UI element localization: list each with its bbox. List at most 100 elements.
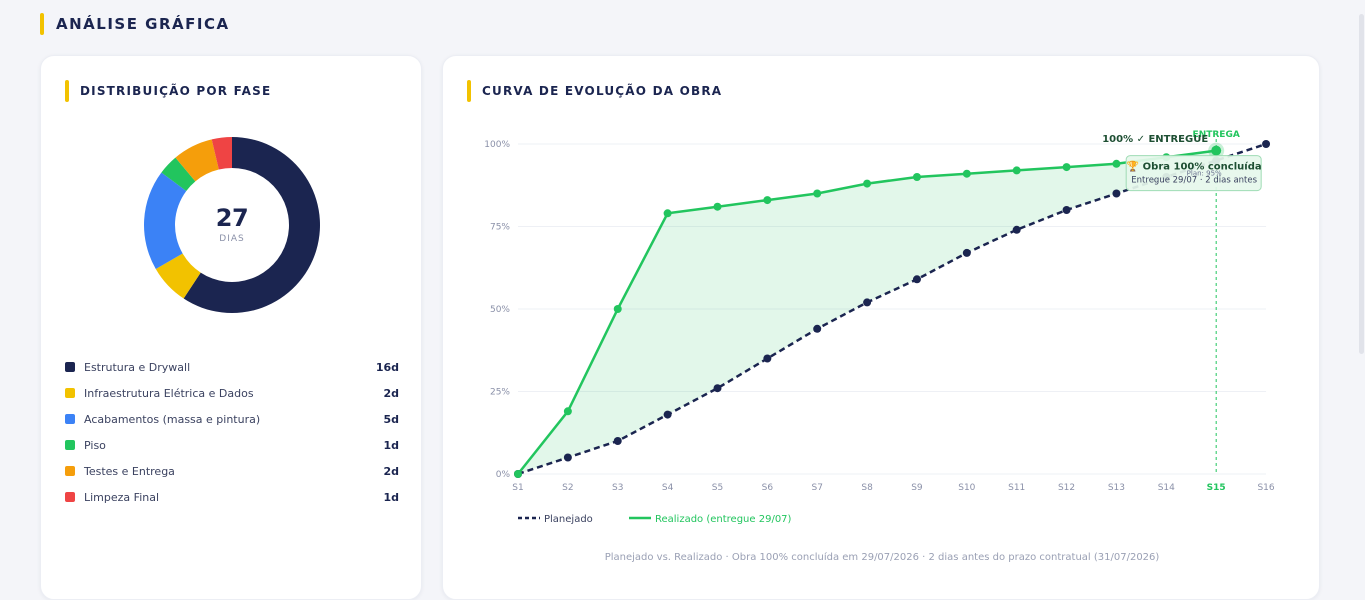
legend-label: Acabamentos (massa e pintura) bbox=[84, 412, 261, 426]
evolution-caption: Planejado vs. Realizado · Obra 100% conc… bbox=[604, 552, 1160, 563]
legend-label: Estrutura e Drywall bbox=[84, 360, 191, 374]
actual-point bbox=[1012, 166, 1021, 175]
page-scrollbar-thumb[interactable] bbox=[1359, 14, 1364, 354]
actual-point bbox=[1112, 159, 1121, 168]
legend-label: Infraestrutura Elétrica e Dados bbox=[84, 386, 254, 400]
legend-item: Testes e Entrega 2d bbox=[65, 458, 399, 484]
x-tick-label: S13 bbox=[1108, 483, 1125, 493]
actual-point bbox=[563, 407, 572, 416]
planned-point bbox=[1112, 189, 1121, 198]
planned-point bbox=[663, 410, 672, 419]
tooltip-title: 🏆 Obra 100% concluída bbox=[1127, 160, 1262, 173]
legend-planned-label: Planejado bbox=[544, 514, 593, 525]
planned-point bbox=[613, 437, 622, 445]
actual-point bbox=[763, 196, 772, 205]
section-title: ANÁLISE GRÁFICA bbox=[56, 15, 230, 33]
phase-legend: Estrutura e Drywall 16d Infraestrutura Elé… bbox=[65, 354, 399, 510]
planned-point bbox=[1062, 206, 1071, 214]
delivered-label: 100% ✓ ENTREGUE bbox=[1102, 134, 1208, 145]
distribution-card-header: DISTRIBUIÇÃO POR FASE bbox=[65, 80, 271, 102]
evolution-accent-bar bbox=[467, 80, 471, 102]
y-tick-label: 0% bbox=[496, 470, 511, 480]
phase-donut-chart bbox=[144, 137, 320, 313]
x-tick-label: S3 bbox=[612, 483, 623, 493]
x-tick-label: S8 bbox=[861, 483, 873, 493]
section-accent-bar bbox=[40, 13, 44, 35]
legend-swatch bbox=[65, 388, 75, 398]
legend-swatch bbox=[65, 466, 75, 476]
legend-label: Testes e Entrega bbox=[84, 464, 175, 478]
distribution-accent-bar bbox=[65, 80, 69, 102]
evolution-line-chart: 0% 25% 50% 75% 100% S1 S2 S3 S4 S5 S6 S7 S8 S9 S10 S11 S… bbox=[484, 130, 1275, 525]
legend-item: Acabamentos (massa e pintura) 5d bbox=[65, 406, 399, 432]
actual-point bbox=[1062, 163, 1071, 172]
actual-point bbox=[713, 202, 722, 211]
distribution-card: DISTRIBUIÇÃO POR FASE 27 DIAS Estrutura … bbox=[40, 55, 422, 600]
x-tick-label: S10 bbox=[958, 483, 975, 493]
evolution-legend: Planejado Realizado (entregue 29/07) bbox=[518, 514, 792, 525]
x-tick-label: S7 bbox=[811, 483, 822, 493]
x-tick-label: S9 bbox=[911, 483, 923, 493]
x-tick-label: S5 bbox=[712, 483, 723, 493]
donut-slice bbox=[161, 157, 196, 191]
planned-series-line bbox=[517, 142, 1267, 476]
legend-days: 5d bbox=[383, 412, 399, 426]
planned-point bbox=[1262, 140, 1271, 148]
actual-point bbox=[1211, 145, 1222, 156]
x-tick-label: S6 bbox=[762, 483, 774, 493]
actual-point bbox=[514, 470, 522, 478]
actual-point bbox=[663, 209, 672, 218]
page-scrollbar[interactable] bbox=[1358, 0, 1365, 586]
actual-point bbox=[912, 173, 921, 181]
actual-point bbox=[813, 189, 822, 198]
legend-days: 16d bbox=[375, 360, 399, 374]
y-tick-label: 75% bbox=[490, 223, 510, 233]
legend-days: 1d bbox=[383, 490, 399, 504]
legend-label: Limpeza Final bbox=[84, 490, 160, 504]
delivery-marker-label: ENTREGA bbox=[1193, 130, 1240, 140]
legend-days: 2d bbox=[383, 464, 399, 478]
legend-item: Limpeza Final 1d bbox=[65, 484, 399, 510]
legend-item: Piso 1d bbox=[65, 432, 399, 458]
legend-swatch bbox=[65, 414, 75, 424]
tooltip-text: Entregue 29/07 · 2 dias antes bbox=[1131, 176, 1257, 186]
planned-point bbox=[1012, 225, 1021, 234]
planned-point bbox=[763, 354, 772, 363]
x-tick-label: S1 bbox=[512, 483, 523, 493]
evolution-title: CURVA DE EVOLUÇÃO DA OBRA bbox=[482, 84, 723, 98]
legend-days: 2d bbox=[383, 386, 399, 400]
actual-point bbox=[863, 179, 872, 188]
donut-slice bbox=[175, 139, 219, 182]
delivery-tooltip: Plan: 95%🏆 Obra 100% concluída Entregue 2… bbox=[1125, 155, 1262, 192]
planned-point bbox=[912, 275, 921, 284]
evolution-card-header: CURVA DE EVOLUÇÃO DA OBRA bbox=[467, 80, 722, 102]
legend-actual-label: Realizado (entregue 29/07) bbox=[655, 514, 792, 525]
y-tick-label: 100% bbox=[484, 140, 510, 150]
evolution-card: CURVA DE EVOLUÇÃO DA OBRA 0% 25% 50% 75% 100… bbox=[442, 55, 1320, 600]
x-tick-label: S16 bbox=[1257, 483, 1274, 493]
planned-point bbox=[813, 324, 822, 333]
legend-item: Estrutura e Drywall 16d bbox=[65, 354, 399, 380]
x-tick-label: S15 bbox=[1207, 483, 1226, 493]
x-tick-label: S2 bbox=[562, 483, 573, 493]
y-tick-label: 25% bbox=[490, 388, 510, 398]
x-tick-label: S11 bbox=[1008, 483, 1025, 493]
legend-label: Piso bbox=[84, 438, 106, 452]
section-header: ANÁLISE GRÁFICA bbox=[40, 13, 230, 35]
donut-slice bbox=[144, 172, 187, 269]
legend-swatch bbox=[65, 362, 75, 372]
gap-area bbox=[518, 150, 1217, 474]
legend-swatch bbox=[65, 440, 75, 450]
planned-point bbox=[863, 298, 872, 307]
planned-point bbox=[713, 384, 722, 393]
actual-point bbox=[962, 169, 971, 178]
actual-point bbox=[613, 305, 622, 313]
planned-point bbox=[962, 248, 971, 257]
x-tick-label: S12 bbox=[1058, 483, 1075, 493]
legend-swatch bbox=[65, 492, 75, 502]
x-tick-label: S4 bbox=[662, 483, 674, 493]
planned-point bbox=[563, 453, 572, 462]
donut-slice bbox=[211, 137, 232, 170]
x-tick-label: S14 bbox=[1158, 483, 1175, 493]
y-tick-label: 50% bbox=[490, 305, 510, 315]
